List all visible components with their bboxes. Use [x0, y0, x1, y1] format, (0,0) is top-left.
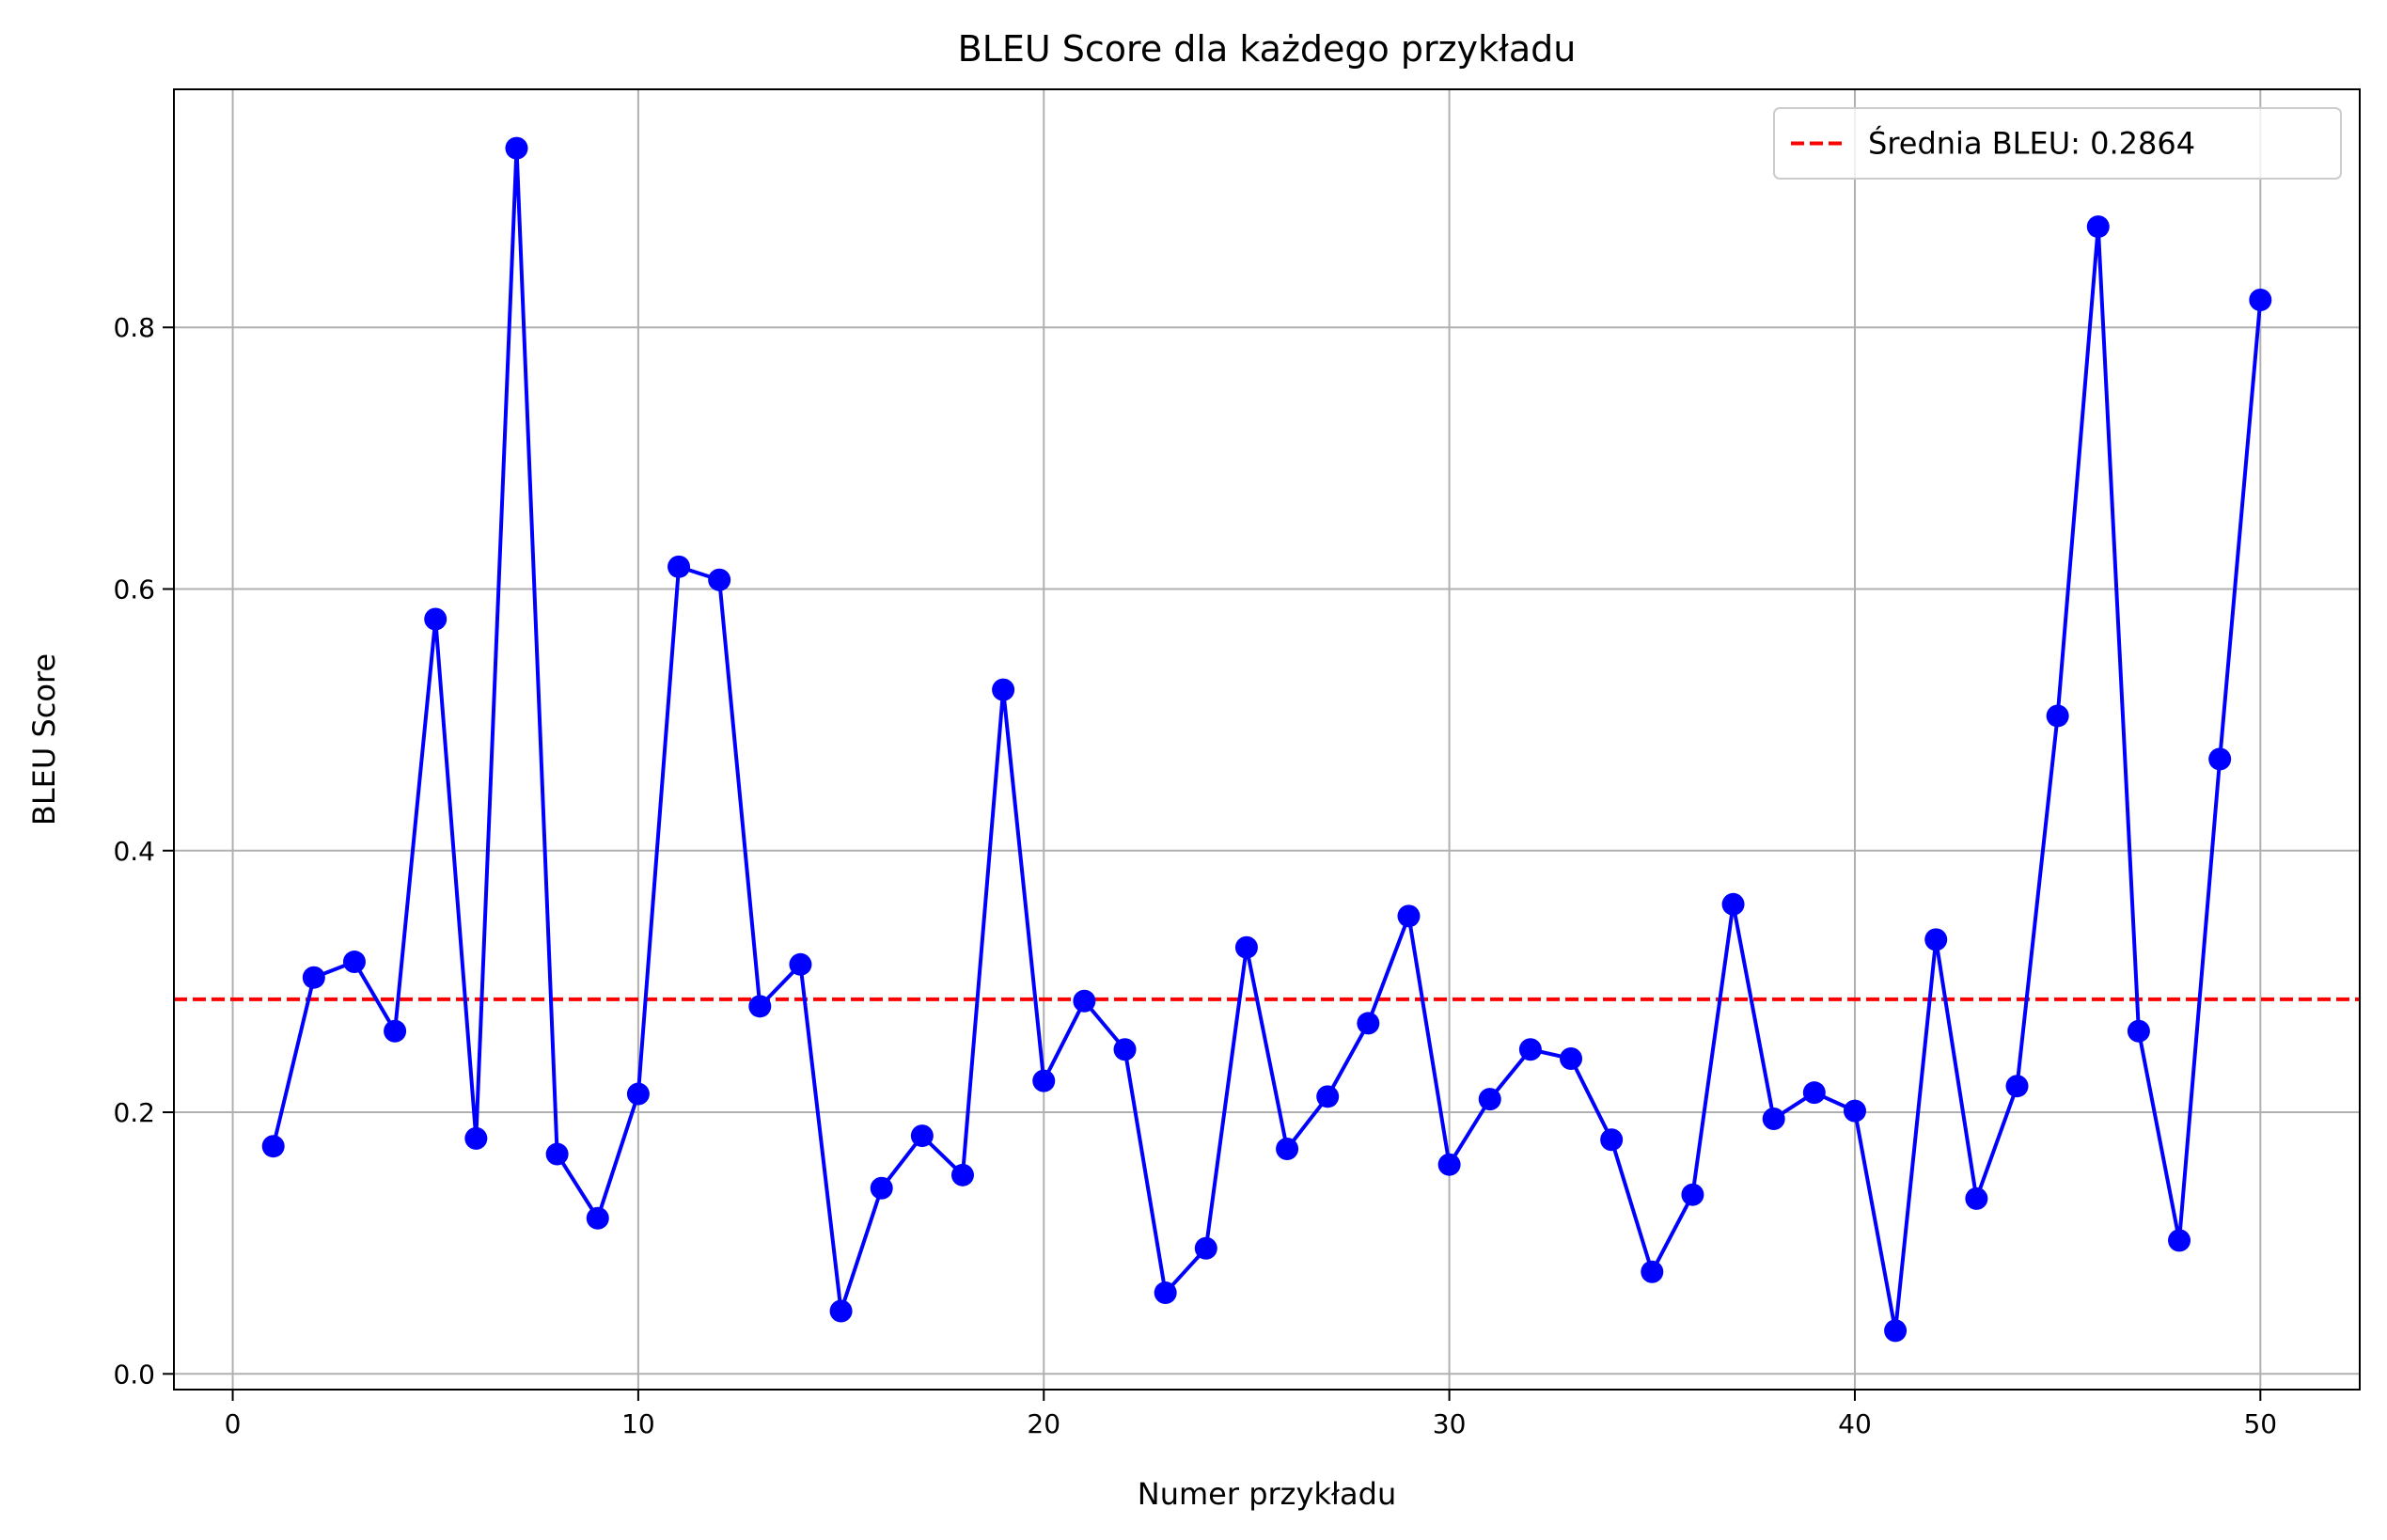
data-point — [910, 1124, 934, 1148]
data-point — [1965, 1186, 1988, 1210]
grid-lines — [174, 89, 2360, 1390]
series-line — [271, 148, 2263, 1331]
legend-entry-mean: Średnia BLEU: 0.2864 — [1868, 125, 2195, 162]
data-point — [2005, 1075, 2029, 1098]
data-point — [1397, 904, 1421, 928]
data-point — [1560, 1046, 1583, 1070]
x-tick-label: 50 — [2243, 1408, 2277, 1439]
data-point — [505, 136, 528, 160]
legend-box — [1773, 107, 2342, 180]
y-tick-label: 0.6 — [113, 574, 155, 605]
data-point — [1113, 1038, 1137, 1061]
data-point — [2086, 215, 2110, 239]
data-point — [950, 1163, 974, 1186]
data-point — [424, 607, 448, 631]
data-point — [870, 1176, 893, 1200]
data-point — [1032, 1069, 1056, 1092]
data-point — [1681, 1183, 1704, 1206]
data-point — [1357, 1012, 1380, 1035]
data-point — [384, 1019, 407, 1043]
data-point — [1478, 1088, 1501, 1111]
data-point — [2046, 704, 2069, 728]
data-point — [1802, 1081, 1826, 1105]
data-point — [1600, 1128, 1624, 1152]
chart-title: BLEU Score dla każdego przykładu — [958, 28, 1577, 70]
data-point — [1843, 1099, 1866, 1123]
data-point — [342, 951, 366, 974]
data-point — [1762, 1107, 1785, 1130]
x-tick-label: 30 — [1433, 1408, 1467, 1439]
data-point — [1073, 989, 1096, 1013]
y-tick-label: 0.2 — [113, 1097, 155, 1128]
data-point — [545, 1142, 569, 1166]
data-point — [464, 1126, 488, 1150]
legend: Średnia BLEU: 0.2864 — [1773, 107, 2342, 180]
data-point — [748, 995, 772, 1018]
x-tick-label: 20 — [1027, 1408, 1060, 1439]
y-tick-label: 0.4 — [113, 836, 155, 867]
data-point — [708, 568, 731, 591]
data-point — [302, 966, 325, 989]
data-point — [1234, 935, 1258, 959]
data-point — [2168, 1229, 2191, 1252]
data-point — [2249, 289, 2272, 312]
data-point — [789, 952, 812, 976]
data-point — [1641, 1260, 1664, 1283]
data-point — [2127, 1019, 2150, 1043]
data-point — [1316, 1085, 1340, 1108]
data-point — [626, 1082, 650, 1106]
data-point — [667, 555, 691, 578]
data-point — [1154, 1281, 1177, 1305]
data-point — [1194, 1236, 1217, 1260]
data-point — [1721, 892, 1745, 916]
x-tick-label: 0 — [225, 1408, 242, 1439]
x-tick-label: 40 — [1838, 1408, 1872, 1439]
x-tick-label: 10 — [621, 1408, 655, 1439]
x-axis-label: Numer przykładu — [1138, 1476, 1396, 1512]
y-tick-label: 0.8 — [113, 312, 155, 343]
data-point — [829, 1299, 853, 1323]
data-point — [586, 1206, 609, 1230]
data-point — [1884, 1319, 1908, 1343]
data-point — [1276, 1137, 1299, 1160]
series-layer — [261, 136, 2272, 1343]
data-point — [261, 1135, 285, 1158]
data-point — [1437, 1153, 1461, 1176]
axis-ticks: 0 10 20 30 40 50 0.0 0.2 0.4 0.6 0.8 — [113, 312, 2277, 1439]
plot-frame — [173, 88, 2361, 1391]
y-axis-label: BLEU Score — [26, 653, 62, 825]
data-point — [2208, 747, 2232, 771]
y-tick-label: 0.0 — [113, 1359, 155, 1390]
data-point — [992, 678, 1015, 701]
data-point — [1518, 1038, 1542, 1061]
data-point — [1924, 928, 1948, 951]
